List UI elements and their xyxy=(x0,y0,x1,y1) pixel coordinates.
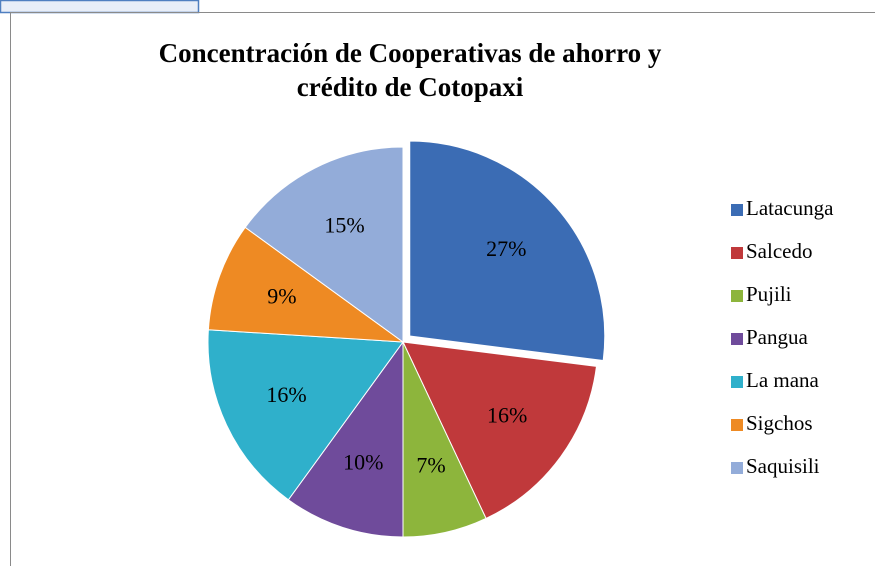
data-label: 27% xyxy=(486,236,526,261)
header-tab xyxy=(0,0,200,14)
data-label: 15% xyxy=(324,212,364,237)
legend-label: Saquisili xyxy=(746,454,820,478)
legend-label: Salcedo xyxy=(746,239,812,263)
data-label: 9% xyxy=(267,283,296,308)
legend-swatch xyxy=(731,419,743,431)
data-label: 10% xyxy=(343,449,383,474)
legend-swatch xyxy=(731,462,743,474)
pie-slice xyxy=(402,341,598,520)
legend-swatch xyxy=(731,247,743,259)
legend: Latacunga Salcedo Pujili Pangua La mana Sigch… xyxy=(731,196,834,478)
legend-swatch xyxy=(731,376,743,388)
pie-slice xyxy=(207,329,404,501)
legend-label: Sigchos xyxy=(746,411,813,435)
data-label: 16% xyxy=(487,403,527,428)
legend-label: Pangua xyxy=(746,325,809,349)
pie: 27% 16% 7% 10% 16% 9% 15% xyxy=(207,140,606,538)
legend-swatch xyxy=(731,204,743,216)
pie-slice xyxy=(244,146,404,343)
data-label: 16% xyxy=(266,382,306,407)
pie-slice xyxy=(409,140,606,362)
legend-label: Latacunga xyxy=(746,196,834,220)
chart-title: Concentración de Cooperativas de ahorro … xyxy=(159,38,662,102)
data-label: 7% xyxy=(416,453,445,478)
legend-label: Pujili xyxy=(746,282,792,306)
legend-label: La mana xyxy=(746,368,820,392)
pie-slice xyxy=(287,340,404,538)
chart-frame xyxy=(10,12,875,566)
pie-slice xyxy=(207,226,405,343)
legend-swatch xyxy=(731,333,743,345)
legend-swatch xyxy=(731,290,743,302)
